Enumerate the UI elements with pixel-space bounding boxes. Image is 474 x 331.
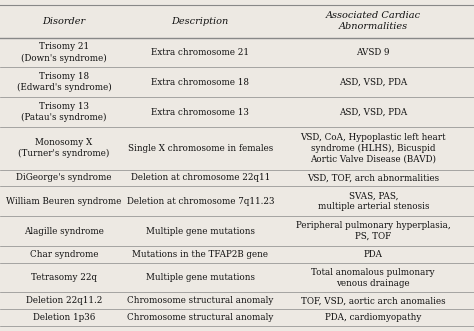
Text: PDA: PDA [364,250,383,259]
Text: Multiple gene mutations: Multiple gene mutations [146,273,255,282]
Text: Monosomy X
(Turner's syndrome): Monosomy X (Turner's syndrome) [18,138,109,158]
Text: PDA, cardiomyopathy: PDA, cardiomyopathy [325,313,421,322]
Text: Trisomy 13
(Patau's syndrome): Trisomy 13 (Patau's syndrome) [21,102,107,122]
Text: Trisomy 21
(Down's syndrome): Trisomy 21 (Down's syndrome) [21,42,107,63]
Text: ASD, VSD, PDA: ASD, VSD, PDA [339,108,407,117]
Text: Tetrasomy 22q: Tetrasomy 22q [31,273,97,282]
Text: Extra chromosome 18: Extra chromosome 18 [151,78,249,87]
Text: Single X chromosome in females: Single X chromosome in females [128,144,273,153]
Text: Deletion at chromosome 7q11.23: Deletion at chromosome 7q11.23 [127,197,274,206]
Text: Chromosome structural anomaly: Chromosome structural anomaly [127,296,273,305]
Text: VSD, TOF, arch abnormalities: VSD, TOF, arch abnormalities [307,173,439,182]
Text: VSD, CoA, Hypoplastic left heart
syndrome (HLHS), Bicuspid
Aortic Valve Disease : VSD, CoA, Hypoplastic left heart syndrom… [301,132,446,164]
Text: ASD, VSD, PDA: ASD, VSD, PDA [339,78,407,87]
Text: Description: Description [172,17,229,26]
Text: Associated Cardiac
Abnormalities: Associated Cardiac Abnormalities [326,11,421,31]
Text: Alagille syndrome: Alagille syndrome [24,226,104,236]
Text: Extra chromosome 13: Extra chromosome 13 [151,108,249,117]
Text: Disorder: Disorder [43,17,85,26]
Text: DiGeorge's syndrome: DiGeorge's syndrome [16,173,112,182]
Text: Mutations in the TFAP2B gene: Mutations in the TFAP2B gene [132,250,268,259]
Text: TOF, VSD, aortic arch anomalies: TOF, VSD, aortic arch anomalies [301,296,446,305]
Text: Peripheral pulmonary hyperplasia,
PS, TOF: Peripheral pulmonary hyperplasia, PS, TO… [296,221,451,241]
Text: AVSD 9: AVSD 9 [356,48,390,57]
Text: Total anomalous pulmonary
venous drainage: Total anomalous pulmonary venous drainag… [311,267,435,288]
Text: Extra chromosome 21: Extra chromosome 21 [151,48,249,57]
Text: Deletion at chromosome 22q11: Deletion at chromosome 22q11 [131,173,270,182]
Text: William Beuren syndrome: William Beuren syndrome [6,197,122,206]
Text: Trisomy 18
(Edward's syndrome): Trisomy 18 (Edward's syndrome) [17,72,111,92]
Text: Chromosome structural anomaly: Chromosome structural anomaly [127,313,273,322]
Text: SVAS, PAS,
multiple arterial stenosis: SVAS, PAS, multiple arterial stenosis [318,191,429,211]
Text: Multiple gene mutations: Multiple gene mutations [146,226,255,236]
Text: Deletion 22q11.2: Deletion 22q11.2 [26,296,102,305]
Text: Char syndrome: Char syndrome [30,250,98,259]
Text: Deletion 1p36: Deletion 1p36 [33,313,95,322]
